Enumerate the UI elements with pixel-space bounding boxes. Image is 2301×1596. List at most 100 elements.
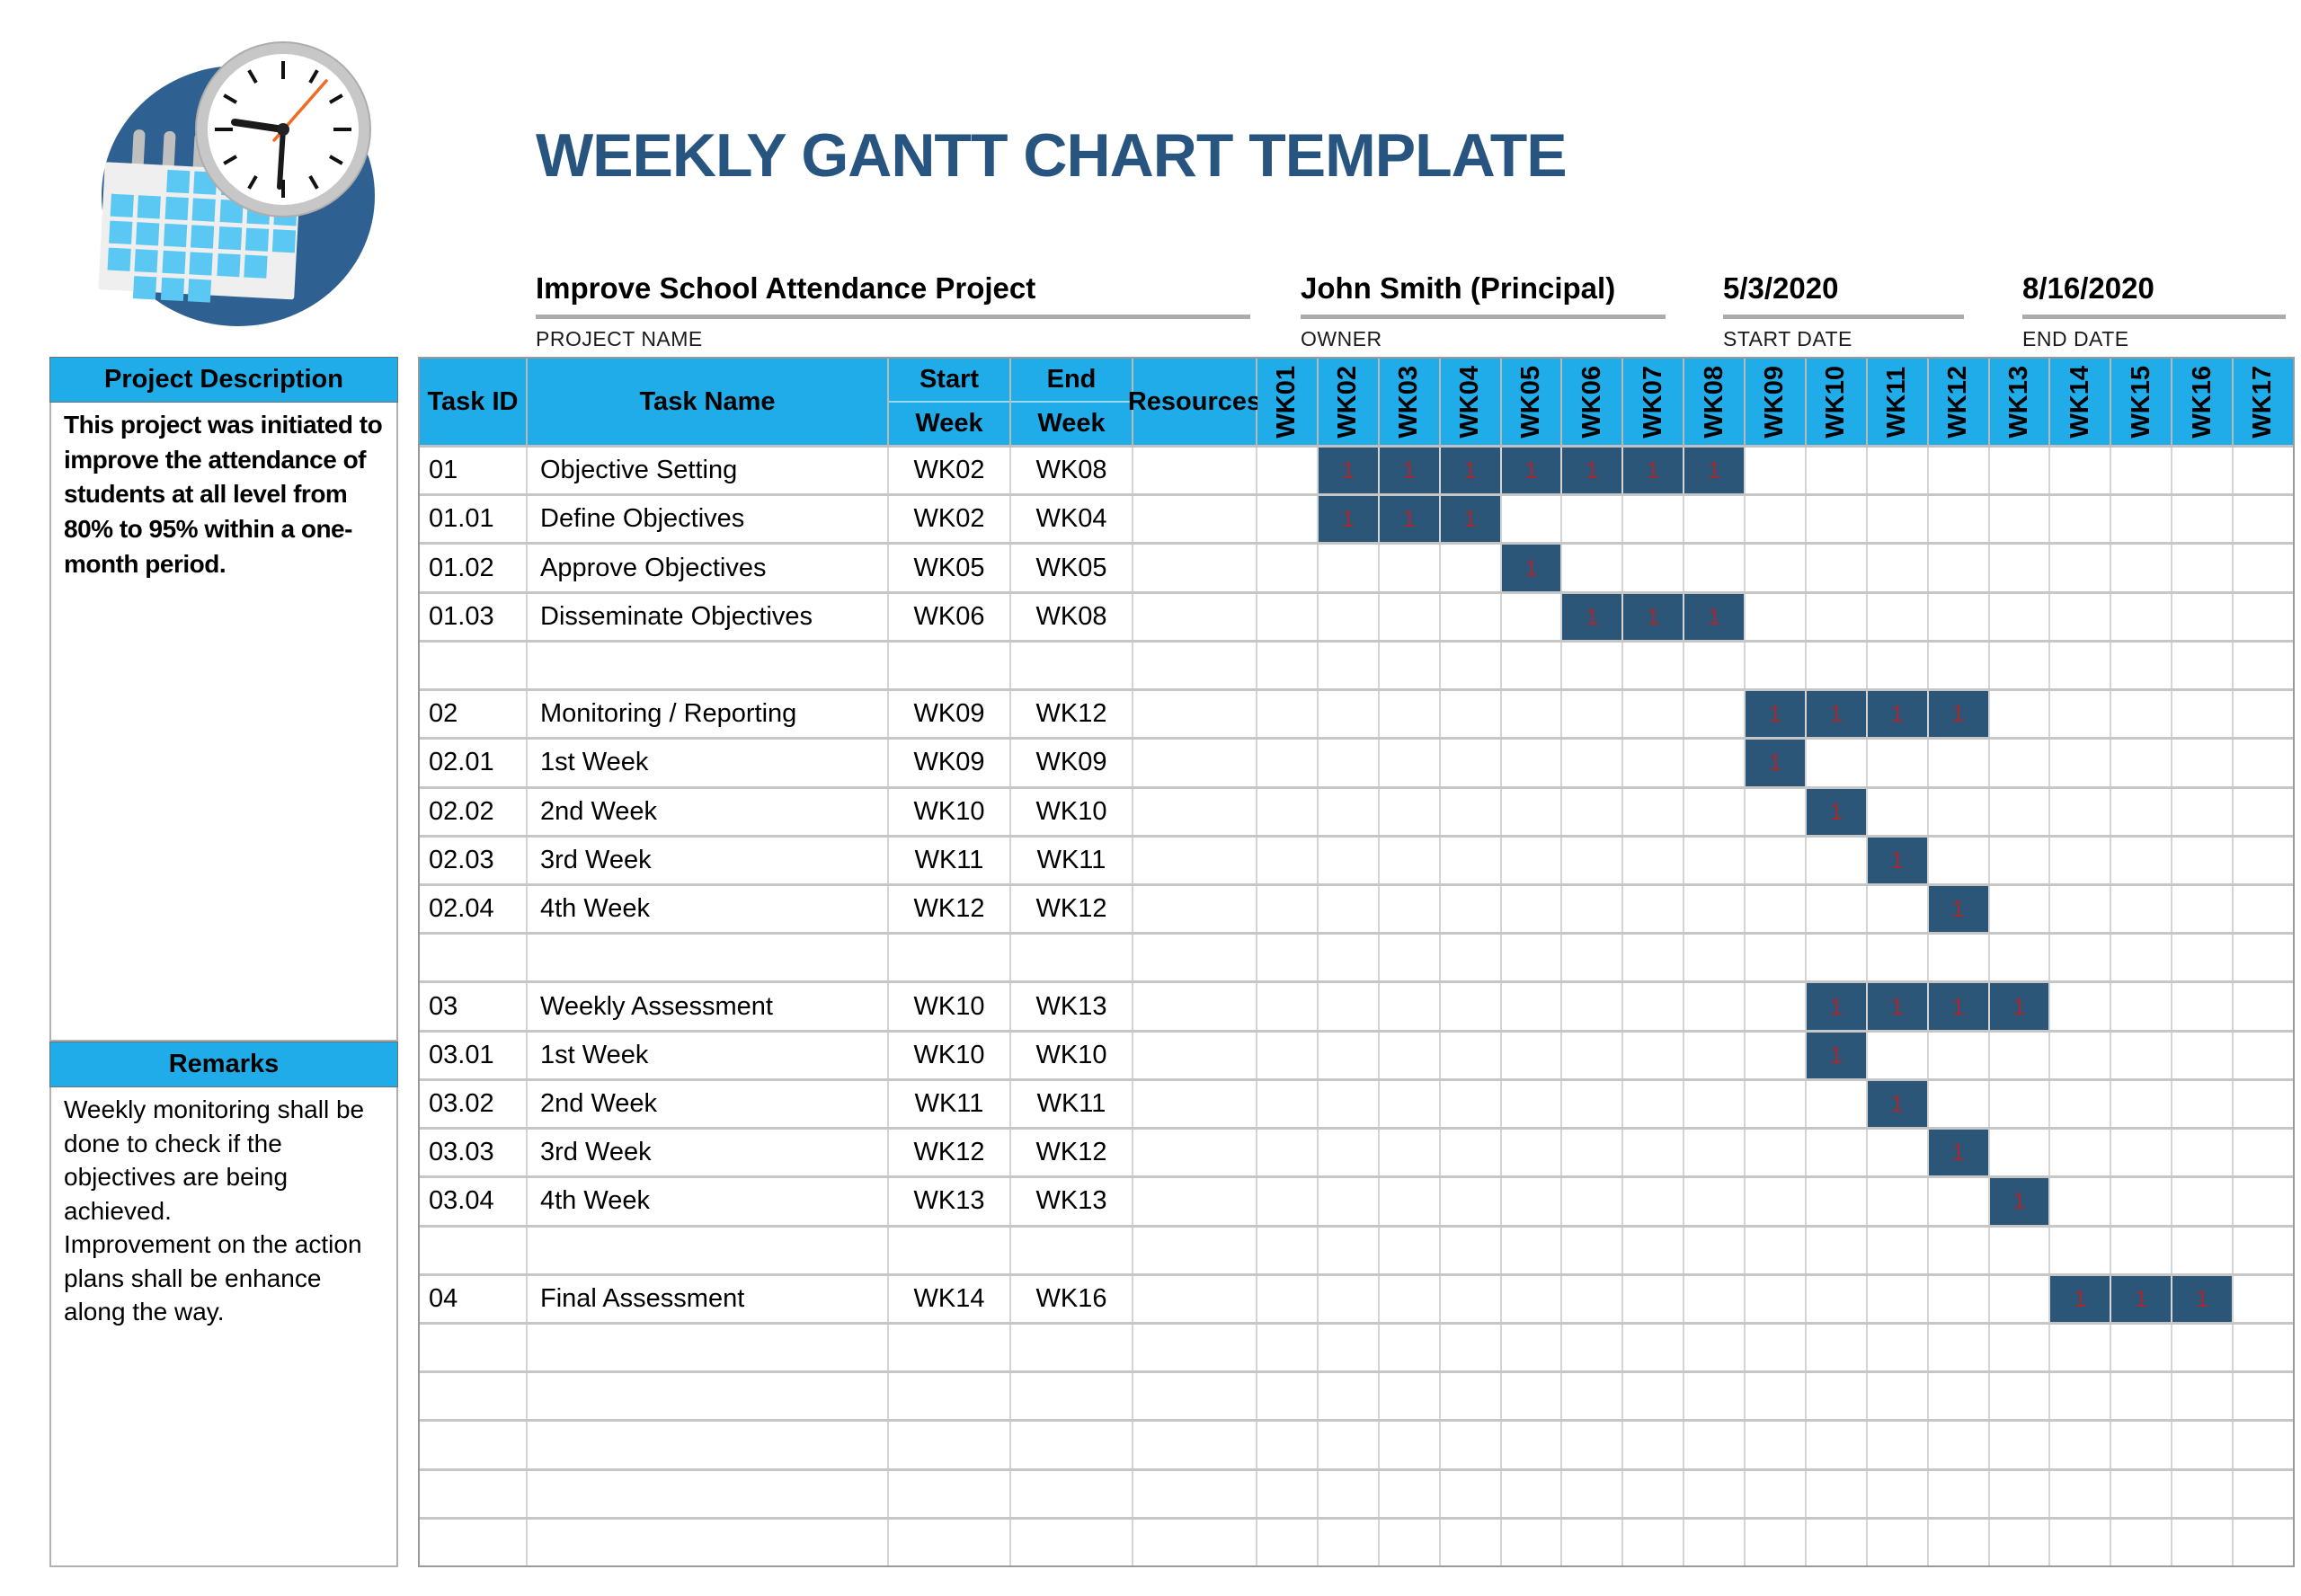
week-cell[interactable] xyxy=(1684,642,1746,689)
week-cell[interactable] xyxy=(1623,1130,1685,1176)
week-cell[interactable] xyxy=(1807,1373,1868,1420)
week-cell[interactable] xyxy=(1868,1275,1929,1322)
week-cell[interactable] xyxy=(2234,1422,2293,1467)
week-cell[interactable] xyxy=(1807,545,1868,591)
task-id-cell[interactable]: 02.04 xyxy=(420,885,528,933)
week-cell[interactable] xyxy=(1319,983,1380,1030)
week-cell[interactable] xyxy=(1623,1324,1685,1371)
resources-cell[interactable] xyxy=(1133,1032,1257,1078)
week-cell[interactable] xyxy=(1441,1130,1502,1176)
week-cell[interactable] xyxy=(1502,1470,1563,1517)
week-cell[interactable] xyxy=(1380,1422,1441,1468)
week-cell[interactable] xyxy=(2050,593,2112,640)
week-cell[interactable] xyxy=(1868,1519,1929,1566)
week-cell[interactable] xyxy=(2111,1227,2173,1273)
week-cell[interactable] xyxy=(2111,1178,2173,1225)
end-week-cell[interactable]: WK08 xyxy=(1011,593,1133,640)
week-cell[interactable] xyxy=(1380,740,1441,786)
week-cell[interactable] xyxy=(2172,1178,2234,1225)
week-cell[interactable] xyxy=(1684,885,1746,933)
week-cell[interactable] xyxy=(2172,935,2234,981)
end-week-cell[interactable] xyxy=(1011,1227,1133,1273)
week-cell[interactable] xyxy=(1929,1032,1990,1078)
week-cell[interactable] xyxy=(1441,1178,1502,1225)
week-cell[interactable] xyxy=(1380,1519,1441,1566)
week-cell[interactable] xyxy=(1807,1080,1868,1128)
resources-cell[interactable] xyxy=(1133,1373,1257,1420)
week-cell[interactable] xyxy=(1990,593,2051,640)
gantt-bar-cell[interactable]: 1 xyxy=(1623,448,1685,494)
end-week-cell[interactable]: WK12 xyxy=(1011,691,1133,738)
week-cell[interactable] xyxy=(1380,788,1441,835)
week-cell[interactable] xyxy=(2172,983,2234,1030)
week-cell[interactable] xyxy=(1319,1080,1380,1128)
week-cell[interactable] xyxy=(1746,837,1807,883)
week-cell[interactable] xyxy=(1868,642,1929,689)
week-cell[interactable] xyxy=(1319,1324,1380,1371)
week-cell[interactable] xyxy=(1257,740,1319,786)
week-cell[interactable] xyxy=(2172,1470,2234,1517)
week-cell[interactable] xyxy=(1562,545,1624,591)
week-cell[interactable] xyxy=(2050,1032,2112,1078)
task-name-cell[interactable] xyxy=(528,1422,889,1468)
week-cell[interactable] xyxy=(2111,935,2173,981)
week-cell[interactable] xyxy=(1929,1275,1990,1322)
week-cell[interactable] xyxy=(2111,496,2173,543)
task-name-cell[interactable]: 1st Week xyxy=(528,1032,889,1078)
week-cell[interactable] xyxy=(1623,788,1685,835)
resources-cell[interactable] xyxy=(1133,593,1257,640)
week-cell[interactable] xyxy=(1623,740,1685,786)
week-cell[interactable] xyxy=(1990,1422,2051,1468)
week-cell[interactable] xyxy=(1746,935,1807,981)
week-cell[interactable] xyxy=(1562,1519,1624,1566)
task-name-cell[interactable]: Disseminate Objectives xyxy=(528,593,889,640)
week-cell[interactable] xyxy=(1868,1130,1929,1176)
week-cell[interactable] xyxy=(1684,1422,1746,1468)
resources-cell[interactable] xyxy=(1133,885,1257,933)
week-cell[interactable] xyxy=(2172,593,2234,640)
week-cell[interactable] xyxy=(1562,740,1624,786)
week-cell[interactable] xyxy=(2172,740,2234,786)
start-week-cell[interactable]: WK02 xyxy=(889,496,1011,543)
week-cell[interactable] xyxy=(1257,448,1319,494)
gantt-bar-cell[interactable]: 1 xyxy=(1867,691,1929,738)
week-cell[interactable] xyxy=(2172,1519,2234,1566)
week-cell[interactable] xyxy=(1868,593,1929,640)
week-cell[interactable] xyxy=(1502,740,1563,786)
week-cell[interactable] xyxy=(1868,788,1929,835)
week-cell[interactable] xyxy=(1502,1227,1563,1273)
week-cell[interactable] xyxy=(1746,448,1807,494)
start-week-cell[interactable] xyxy=(889,1422,1011,1468)
week-cell[interactable] xyxy=(1502,935,1563,981)
week-cell[interactable] xyxy=(2111,545,2173,591)
week-cell[interactable] xyxy=(1868,1032,1929,1078)
end-week-cell[interactable] xyxy=(1011,935,1133,981)
start-week-cell[interactable]: WK11 xyxy=(889,1080,1011,1128)
end-week-cell[interactable]: WK10 xyxy=(1011,788,1133,835)
week-cell[interactable] xyxy=(1380,1470,1441,1517)
week-cell[interactable] xyxy=(1868,545,1929,591)
gantt-bar-cell[interactable]: 1 xyxy=(1440,448,1502,494)
week-cell[interactable] xyxy=(1441,691,1502,738)
week-cell[interactable] xyxy=(1441,740,1502,786)
week-cell[interactable] xyxy=(1990,642,2051,689)
gantt-bar-cell[interactable]: 1 xyxy=(1501,545,1563,591)
resources-cell[interactable] xyxy=(1133,642,1257,689)
week-cell[interactable] xyxy=(1380,885,1441,933)
week-cell[interactable] xyxy=(2050,983,2112,1030)
resources-cell[interactable] xyxy=(1133,1275,1257,1322)
start-week-cell[interactable] xyxy=(889,1470,1011,1517)
week-cell[interactable] xyxy=(1990,496,2051,543)
week-cell[interactable] xyxy=(1746,593,1807,640)
week-cell[interactable] xyxy=(1502,691,1563,738)
week-cell[interactable] xyxy=(1319,1130,1380,1176)
week-cell[interactable] xyxy=(2050,1324,2112,1371)
end-week-cell[interactable]: WK13 xyxy=(1011,1178,1133,1225)
task-id-cell[interactable]: 03 xyxy=(420,983,528,1030)
week-cell[interactable] xyxy=(2050,496,2112,543)
week-cell[interactable] xyxy=(1562,1080,1624,1128)
week-cell[interactable] xyxy=(1380,1227,1441,1273)
gantt-bar-cell[interactable]: 1 xyxy=(1318,448,1380,494)
week-cell[interactable] xyxy=(1807,642,1868,689)
week-cell[interactable] xyxy=(1441,642,1502,689)
